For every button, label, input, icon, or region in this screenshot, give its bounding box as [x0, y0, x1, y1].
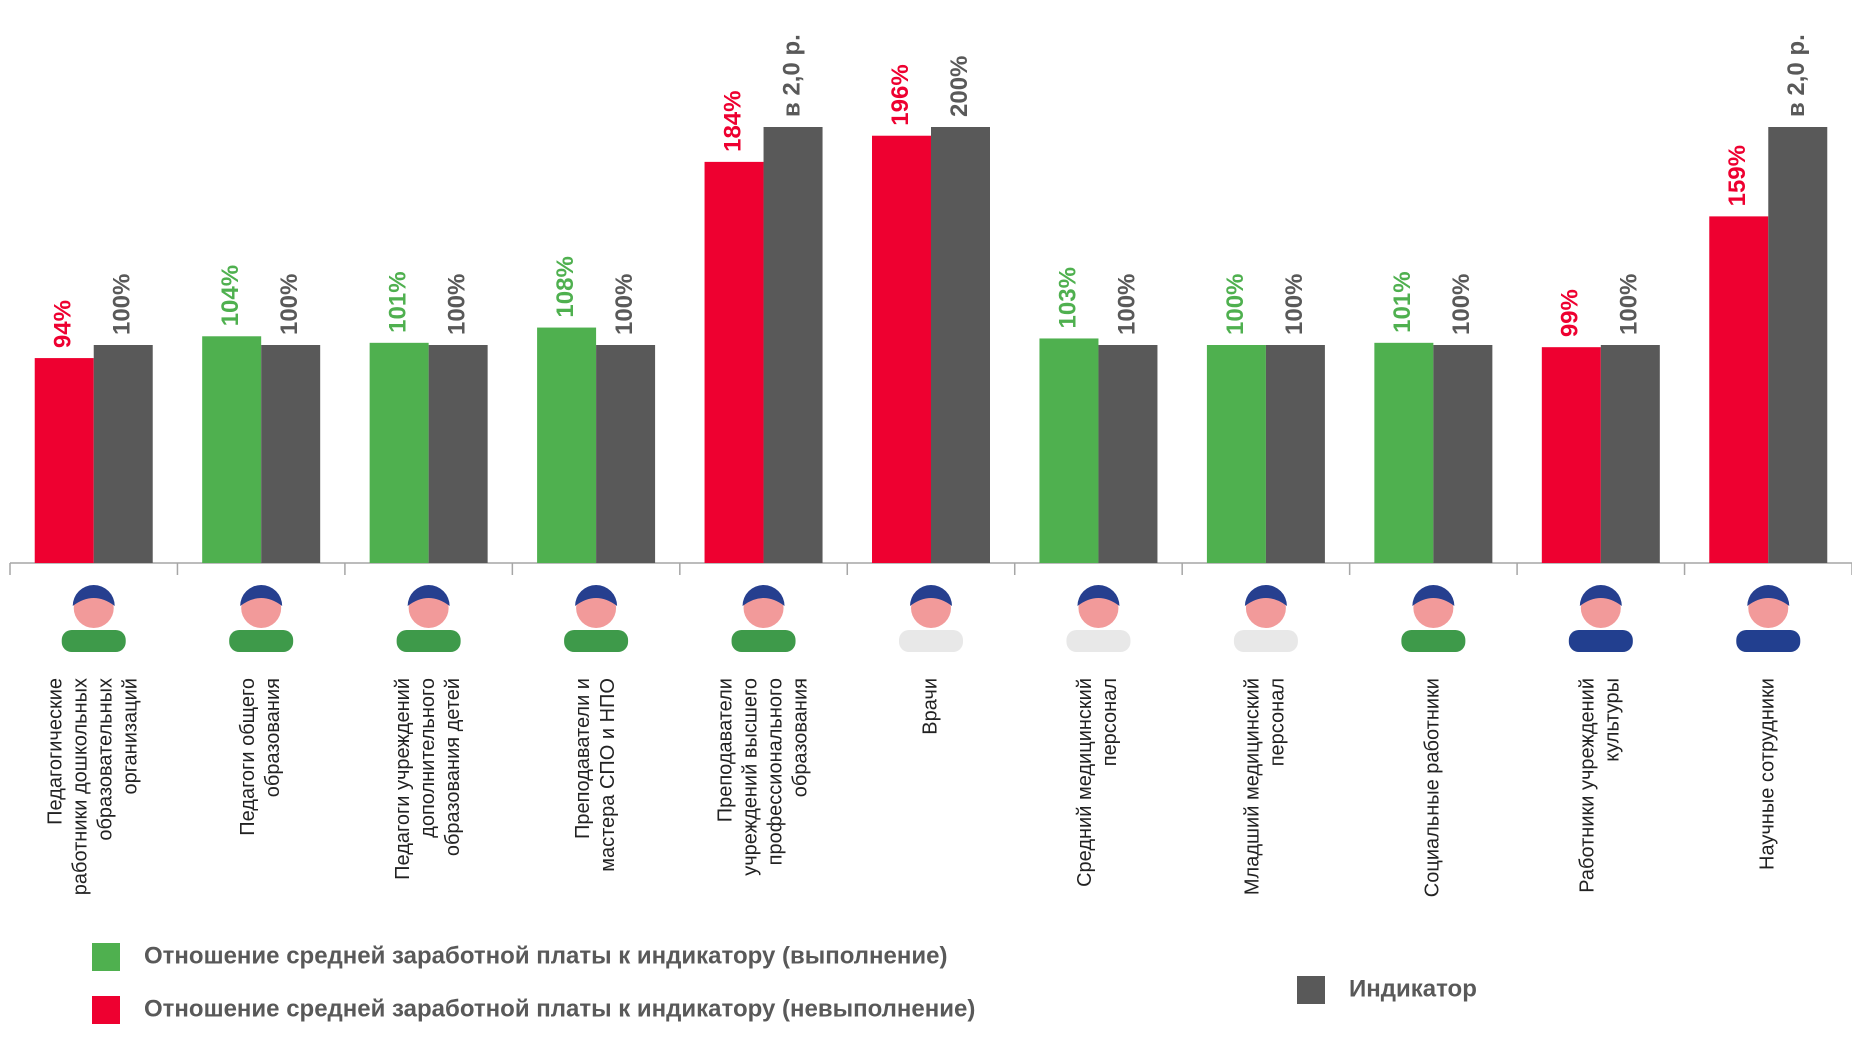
bar — [261, 345, 320, 563]
person-icon — [1234, 585, 1298, 652]
person-icon — [1569, 585, 1633, 652]
value-label: 100% — [109, 274, 136, 335]
icon-body — [1569, 630, 1633, 652]
person-icon — [1066, 585, 1130, 652]
x-tick-label: Врачи — [919, 678, 941, 735]
bar — [94, 345, 153, 563]
chart: 94% 100% Педагогическиеработники дошкольны… — [0, 0, 1852, 1038]
bar — [1601, 345, 1660, 563]
x-tick-label: дополнительного — [417, 678, 439, 838]
bar — [370, 343, 429, 563]
value-label: 94% — [50, 300, 77, 348]
x-tick-label: Работники учреждений — [1577, 678, 1599, 893]
legend-swatch — [92, 996, 120, 1024]
value-label: 100% — [1281, 274, 1308, 335]
x-tick-label: образовательных — [95, 678, 117, 841]
bar — [705, 162, 764, 563]
x-tick-label: Средний медицинский — [1074, 678, 1096, 887]
x-tick-label: профессионального — [764, 678, 786, 865]
bar — [202, 336, 261, 563]
x-tick-label: организаций — [120, 678, 142, 795]
x-tick-label: Преподаватели и — [572, 678, 594, 839]
x-tick-label: Педагогические — [45, 678, 67, 825]
bar — [872, 136, 931, 563]
x-tick-label: образования детей — [442, 678, 464, 856]
bar — [1039, 338, 1098, 563]
x-tick-label: Педагоги общего — [237, 678, 259, 836]
value-label: 100% — [1222, 274, 1249, 335]
x-tick-label: работники дошкольных — [70, 678, 92, 895]
x-tick-label: Педагоги учреждений — [392, 678, 414, 880]
bar — [1098, 345, 1157, 563]
icon-body — [1401, 630, 1465, 652]
icon-body — [1736, 630, 1800, 652]
value-label: 99% — [1557, 289, 1584, 337]
icon-body — [1234, 630, 1298, 652]
icon-body — [62, 630, 126, 652]
icon-body — [899, 630, 963, 652]
bar — [35, 358, 94, 563]
x-tick-label: персонал — [1267, 678, 1289, 766]
value-label: 100% — [1113, 274, 1140, 335]
person-icon — [732, 585, 796, 652]
value-label: 196% — [887, 64, 914, 125]
value-label: 100% — [276, 274, 303, 335]
bar — [1207, 345, 1266, 563]
x-tick-label: персонал — [1099, 678, 1121, 766]
bar — [1709, 216, 1768, 563]
value-label: 200% — [946, 56, 973, 117]
legend-label: Индикатор — [1349, 975, 1477, 1002]
x-tick-label: образования — [262, 678, 284, 797]
legend-swatch — [92, 943, 120, 971]
person-icon — [1401, 585, 1465, 652]
bar — [1433, 345, 1492, 563]
value-label: в 2,0 р. — [778, 34, 805, 117]
x-tick-label: учреждений высшего — [739, 678, 761, 876]
x-tick-label: культуры — [1602, 678, 1624, 762]
value-label: 101% — [1389, 271, 1416, 332]
value-label: 108% — [552, 256, 579, 317]
icon-body — [397, 630, 461, 652]
value-label: 159% — [1724, 145, 1751, 206]
value-label: 100% — [1448, 274, 1475, 335]
icon-body — [732, 630, 796, 652]
value-label: 100% — [1616, 274, 1643, 335]
x-tick-label: образования — [789, 678, 811, 797]
value-label: 184% — [719, 90, 746, 151]
person-icon — [62, 585, 126, 652]
value-label: 103% — [1054, 267, 1081, 328]
bar — [764, 127, 823, 563]
person-icon — [564, 585, 628, 652]
x-tick-label: Младший медицинский — [1242, 678, 1264, 895]
person-icon — [899, 585, 963, 652]
legend-swatch — [1297, 976, 1325, 1004]
x-tick-label: мастера СПО и НПО — [597, 678, 619, 872]
icon-body — [1066, 630, 1130, 652]
bar — [1266, 345, 1325, 563]
value-label: 100% — [443, 274, 470, 335]
x-tick-label: Преподаватели — [714, 678, 736, 822]
bar — [1768, 127, 1827, 563]
person-icon — [397, 585, 461, 652]
bar — [931, 127, 990, 563]
x-tick-label: Научные сотрудники — [1757, 678, 1779, 870]
person-icon — [1736, 585, 1800, 652]
value-label: 101% — [384, 271, 411, 332]
legend-label: Отношение средней заработной платы к инд… — [144, 942, 947, 969]
value-label: в 2,0 р. — [1783, 34, 1810, 117]
bar — [537, 328, 596, 563]
value-label: 104% — [217, 265, 244, 326]
legend-label: Отношение средней заработной платы к инд… — [144, 995, 975, 1022]
x-tick-label: Социальные работники — [1422, 678, 1444, 897]
bar — [429, 345, 488, 563]
icon-body — [229, 630, 293, 652]
bar — [1374, 343, 1433, 563]
bar — [596, 345, 655, 563]
person-icon — [229, 585, 293, 652]
value-label: 100% — [611, 274, 638, 335]
bar — [1542, 347, 1601, 563]
icon-body — [564, 630, 628, 652]
